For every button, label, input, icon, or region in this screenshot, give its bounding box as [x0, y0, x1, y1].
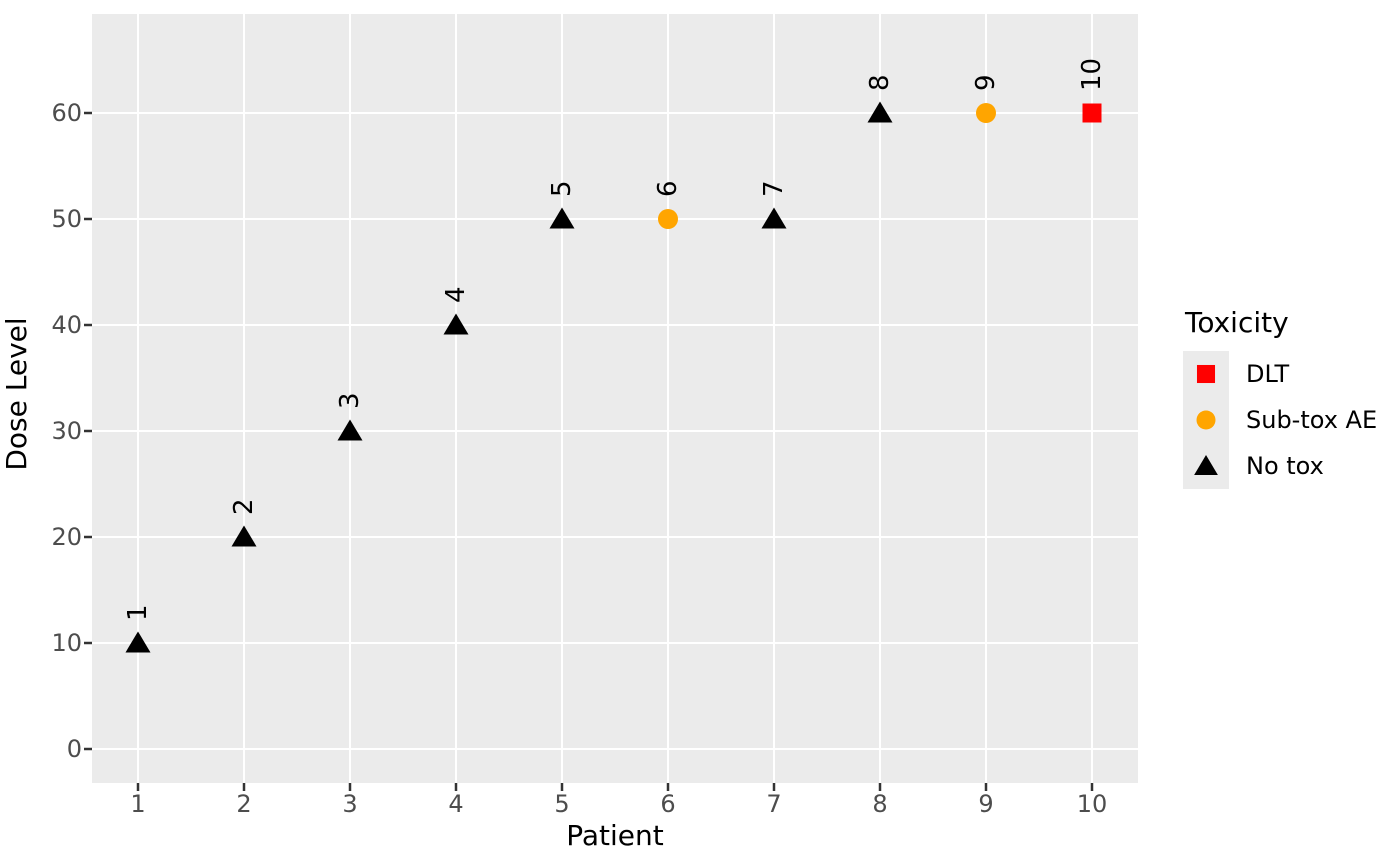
x-tick-label-1: 1 [130, 790, 145, 818]
data-point-patient-5 [549, 207, 575, 229]
x-tick-label-4: 4 [448, 790, 463, 818]
legend-symbol-circle [1196, 410, 1216, 430]
legend-entry-no-tox: No tox [1183, 443, 1377, 489]
x-tick-label-3: 3 [342, 790, 357, 818]
data-point-patient-3 [337, 419, 363, 441]
data-point-patient-1 [125, 631, 151, 653]
x-tick-label-9: 9 [978, 790, 993, 818]
y-tick-label-30: 30 [51, 417, 82, 445]
y-tick-label-50: 50 [51, 205, 82, 233]
x-tick-label-5: 5 [554, 790, 569, 818]
x-axis-title: Patient [566, 819, 664, 852]
point-label-6: 6 [653, 180, 683, 197]
y-tick-label-20: 20 [51, 523, 82, 551]
square-icon [1196, 364, 1216, 384]
point-label-8: 8 [865, 74, 895, 91]
data-point-patient-4 [443, 313, 469, 335]
triangle-icon [1194, 455, 1218, 475]
legend-key-box [1183, 397, 1229, 443]
x-tick-label-7: 7 [766, 790, 781, 818]
legend-entry-label: DLT [1246, 360, 1290, 388]
legend-entry-sub-tox-ae: Sub-tox AE [1183, 397, 1377, 443]
point-label-10: 10 [1077, 58, 1107, 91]
data-point-patient-8 [867, 101, 893, 123]
y-axis-title: Dose Level [0, 317, 33, 470]
y-tick-label-60: 60 [51, 99, 82, 127]
y-tick-label-0: 0 [67, 735, 82, 763]
point-label-1: 1 [123, 604, 153, 621]
point-label-5: 5 [547, 180, 577, 197]
data-point-patient-6 [658, 209, 678, 229]
plot-panel [92, 14, 1138, 783]
data-point-patient-7 [761, 207, 787, 229]
point-label-7: 7 [759, 180, 789, 197]
y-tick-label-40: 40 [51, 311, 82, 339]
x-tick-label-10: 10 [1077, 790, 1108, 818]
point-label-4: 4 [441, 286, 471, 303]
legend-symbol-triangle [1194, 455, 1218, 475]
legend-entry-label: No tox [1246, 452, 1324, 480]
x-tick-label-2: 2 [236, 790, 251, 818]
legend: Toxicity DLT Sub-tox AE No tox [1183, 306, 1377, 489]
legend-entry-label: Sub-tox AE [1246, 406, 1378, 434]
x-tick-label-6: 6 [660, 790, 675, 818]
legend-keys: DLT Sub-tox AE No tox [1183, 351, 1377, 489]
legend-symbol-square [1196, 364, 1216, 384]
x-tick-label-8: 8 [872, 790, 887, 818]
point-label-3: 3 [335, 392, 365, 409]
legend-key-box [1183, 443, 1229, 489]
y-tick-label-10: 10 [51, 629, 82, 657]
data-point-patient-10 [1082, 103, 1102, 123]
legend-entry-dlt: DLT [1183, 351, 1377, 397]
point-label-9: 9 [971, 74, 1001, 91]
point-label-2: 2 [229, 498, 259, 515]
data-point-patient-2 [231, 525, 257, 547]
circle-icon [1196, 410, 1216, 430]
legend-title: Toxicity [1185, 306, 1289, 339]
legend-key-box [1183, 351, 1229, 397]
data-point-patient-9 [976, 103, 996, 123]
